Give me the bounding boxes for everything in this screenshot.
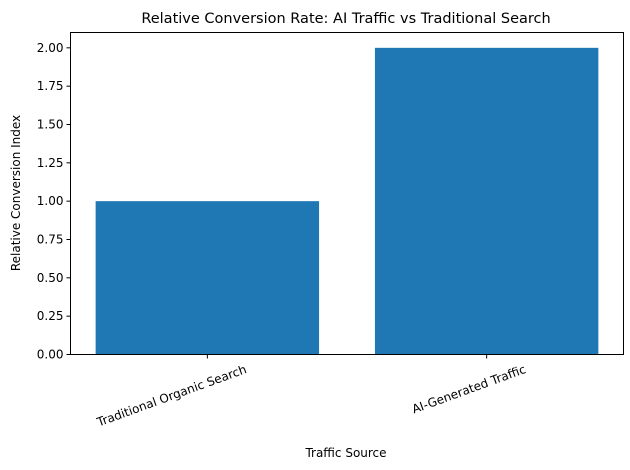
y-tick-label: 0.75: [37, 233, 64, 247]
bar: [95, 201, 320, 355]
y-axis-label: Relative Conversion Index: [9, 115, 23, 271]
y-tick-label: 0.50: [37, 271, 64, 285]
x-axis-label: Traffic Source: [304, 446, 386, 460]
y-tick-label: 2.00: [37, 41, 64, 55]
y-tick-label: 1.75: [37, 79, 64, 93]
bar: [374, 47, 599, 355]
y-tick-label: 1.00: [37, 194, 64, 208]
y-tick-label: 1.25: [37, 156, 64, 170]
y-tick-label: 0.25: [37, 309, 64, 323]
x-tick-label: Traditional Organic Search: [94, 362, 248, 430]
chart-title: Relative Conversion Rate: AI Traffic vs …: [141, 11, 550, 27]
x-axis: Traditional Organic Search AI-Generated T…: [94, 354, 528, 430]
y-axis: 0.00 0.25 0.50 0.75 1.00 1.25 1.50 1.75 2.00: [37, 41, 71, 362]
y-tick-label: 0.00: [37, 348, 64, 362]
plot-frame: [70, 32, 624, 355]
y-tick-label: 1.50: [37, 118, 64, 132]
x-tick-label: AI-Generated Traffic: [410, 362, 528, 416]
bars: [95, 47, 599, 355]
